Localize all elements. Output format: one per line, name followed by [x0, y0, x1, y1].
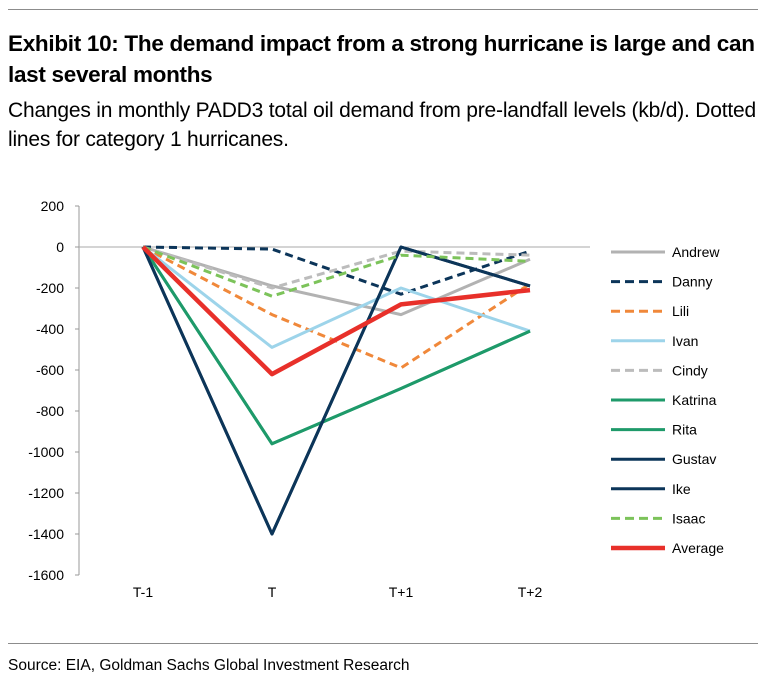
- series-line-isaac: [142, 245, 531, 298]
- series-line-rita: [141, 246, 531, 446]
- x-tick-label: T+1: [389, 584, 414, 600]
- top-rule: [8, 9, 758, 10]
- x-tick-label: T+2: [518, 584, 543, 600]
- legend-label: Rita: [672, 422, 697, 438]
- legend-label: Danny: [672, 274, 712, 290]
- x-tick-label: T: [268, 584, 277, 600]
- legend-label: Lili: [672, 303, 689, 319]
- legend-label: Average: [672, 540, 724, 556]
- series-line-average: [141, 245, 531, 377]
- y-tick-label: -1600: [28, 567, 64, 583]
- line-chart: 200 0 -200 -400 -600 -800 -1000 -1200 -1400 -1600…: [28, 198, 724, 600]
- legend-label: Gustav: [672, 451, 716, 467]
- y-tick-label: -400: [36, 321, 64, 337]
- y-tick-label: -1400: [28, 526, 64, 542]
- y-tick-label: -1000: [28, 444, 64, 460]
- legend-label: Katrina: [672, 392, 717, 408]
- series-line-ike: [141, 245, 531, 536]
- source-note: Source: EIA, Goldman Sachs Global Invest…: [8, 657, 410, 674]
- chart-subtitle: Changes in monthly PADD3 total oil deman…: [8, 99, 756, 151]
- y-tick-label: -200: [36, 280, 64, 296]
- legend-label: Ivan: [672, 333, 698, 349]
- legend-label: Cindy: [672, 362, 708, 378]
- series-line-cindy: [142, 245, 531, 290]
- x-tick-label: T-1: [133, 584, 153, 600]
- y-tick-label: -800: [36, 403, 64, 419]
- bottom-rule: [8, 643, 758, 644]
- legend-label: Ike: [672, 481, 691, 497]
- series-line-danny: [142, 245, 531, 296]
- y-tick-label: 200: [41, 198, 65, 214]
- chart-title: Exhibit 10: The demand impact from a str…: [8, 31, 755, 87]
- legend-label: Andrew: [672, 244, 720, 260]
- y-tick-label: -600: [36, 362, 64, 378]
- y-tick-label: -1200: [28, 485, 64, 501]
- legend-label: Isaac: [672, 510, 705, 526]
- series-line-ivan: [142, 245, 531, 349]
- y-tick-label: 0: [56, 239, 64, 255]
